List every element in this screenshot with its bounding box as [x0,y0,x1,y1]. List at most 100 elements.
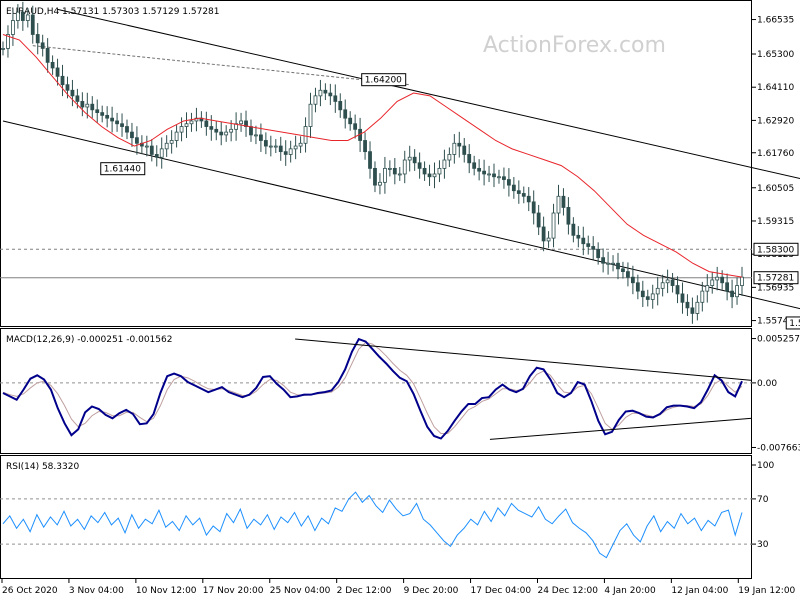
candle-body [135,137,139,144]
candle-body [650,293,655,300]
candle-body [462,145,467,155]
candle-body [467,154,472,164]
price-title: EURAUD,H4 1.57131 1.57303 1.57129 1.5728… [6,7,220,17]
candle-body [700,290,705,303]
candle-body [273,145,278,148]
price-tick-label: 1.64110 [757,83,794,93]
candle-body [626,271,630,278]
time-tick-label: 17 Dec 04:00 [471,586,532,596]
candle-body [234,123,239,130]
candle-body [179,126,184,133]
candle-body [740,276,744,286]
candle-body [95,109,100,113]
price-tick-label: 1.55745 [757,317,794,327]
channel-trendline [32,45,410,86]
candle-body [214,128,219,133]
time-tick-label: 17 Nov 20:00 [203,586,264,596]
candle-body [15,11,20,21]
candle-body [50,61,55,69]
candle-body [571,223,576,236]
candle-body [645,296,650,300]
rsi-title: RSI(14) 58.3320 [6,462,79,472]
macd-signal-line [2,341,743,434]
candle-body [576,234,581,239]
candle-body [353,123,358,130]
rsi-tick-label: 70 [757,495,769,505]
candle-body [323,89,328,94]
candle-body [219,131,224,136]
rsi-line [2,491,743,559]
candle-body [110,117,115,122]
price-tick-label: 1.59315 [757,217,794,227]
candle-body [254,134,258,137]
price-annotation-box [100,162,146,176]
candle-body [427,173,432,178]
candle-body [75,95,80,102]
price-annotation-label: 1.61440 [104,165,141,175]
candle-body [660,282,665,289]
candle-body [25,14,30,21]
candle-body [591,246,596,250]
candle-body [422,167,427,175]
candle-body [35,34,40,44]
price-chart: 1.66535 1.65300 1.64110 1.62920 1.61760 1.605… [0,1,800,330]
candle-body [526,195,531,203]
time-tick-label: 26 Oct 2020 [2,586,58,596]
candle-body [268,145,273,148]
watermark: ActionForex.com [483,33,666,58]
macd-title: MACD(12,26,9) -0.000251 -0.001562 [6,335,172,345]
candle-body [382,167,387,183]
candle-body [640,290,645,298]
candle-body [521,193,526,197]
candle-body [249,126,253,136]
rsi-chart: 100 70 30 [0,461,774,559]
candle-body [412,156,417,164]
candle-body [189,120,194,125]
candle-body [244,120,248,127]
price-annotation-box [361,73,407,87]
candle-body [209,126,214,130]
candle-body [690,307,695,314]
candle-body [348,117,353,125]
candle-body [675,285,680,295]
candle-body [670,279,675,286]
candle-body [735,285,739,298]
candle-body [725,282,730,292]
price-tag-label: 1.58300 [757,245,794,255]
candle-body [655,287,660,295]
candle-body [363,140,367,153]
macd-line [2,337,743,440]
candle-body [328,92,333,97]
candle-body [695,301,700,314]
candle-body [154,154,159,158]
time-tick-label: 3 Nov 04:00 [69,586,124,596]
price-pane-frame [0,0,752,327]
candle-body [45,48,50,63]
candle-body [581,237,586,245]
candle-body [239,120,243,125]
candle-body [502,176,506,180]
candle-body [224,131,229,136]
moving-average-line [2,34,743,278]
candle-body [283,151,288,155]
time-tick-label: 2 Dec 12:00 [337,586,392,596]
candle-body [472,162,477,169]
candle-body [308,103,313,127]
candle-body [184,123,189,127]
candle-body [392,167,397,175]
candle-body [378,181,382,186]
candle-body [497,176,501,179]
candle-body [685,301,690,309]
price-tag-label: 1.57281 [757,274,794,284]
candle-body [516,190,521,194]
macd-tick-label: -0.007663 [757,443,800,453]
rsi-tick-label: 30 [757,540,769,550]
candle-body [11,20,15,35]
price-tick-label: 1.61760 [757,149,794,159]
candle-body [482,170,486,175]
time-tick-label: 12 Jan 04:00 [671,586,728,596]
candle-body [85,103,90,108]
candle-body [387,167,392,170]
price-tick-label: 1.66535 [757,16,794,26]
